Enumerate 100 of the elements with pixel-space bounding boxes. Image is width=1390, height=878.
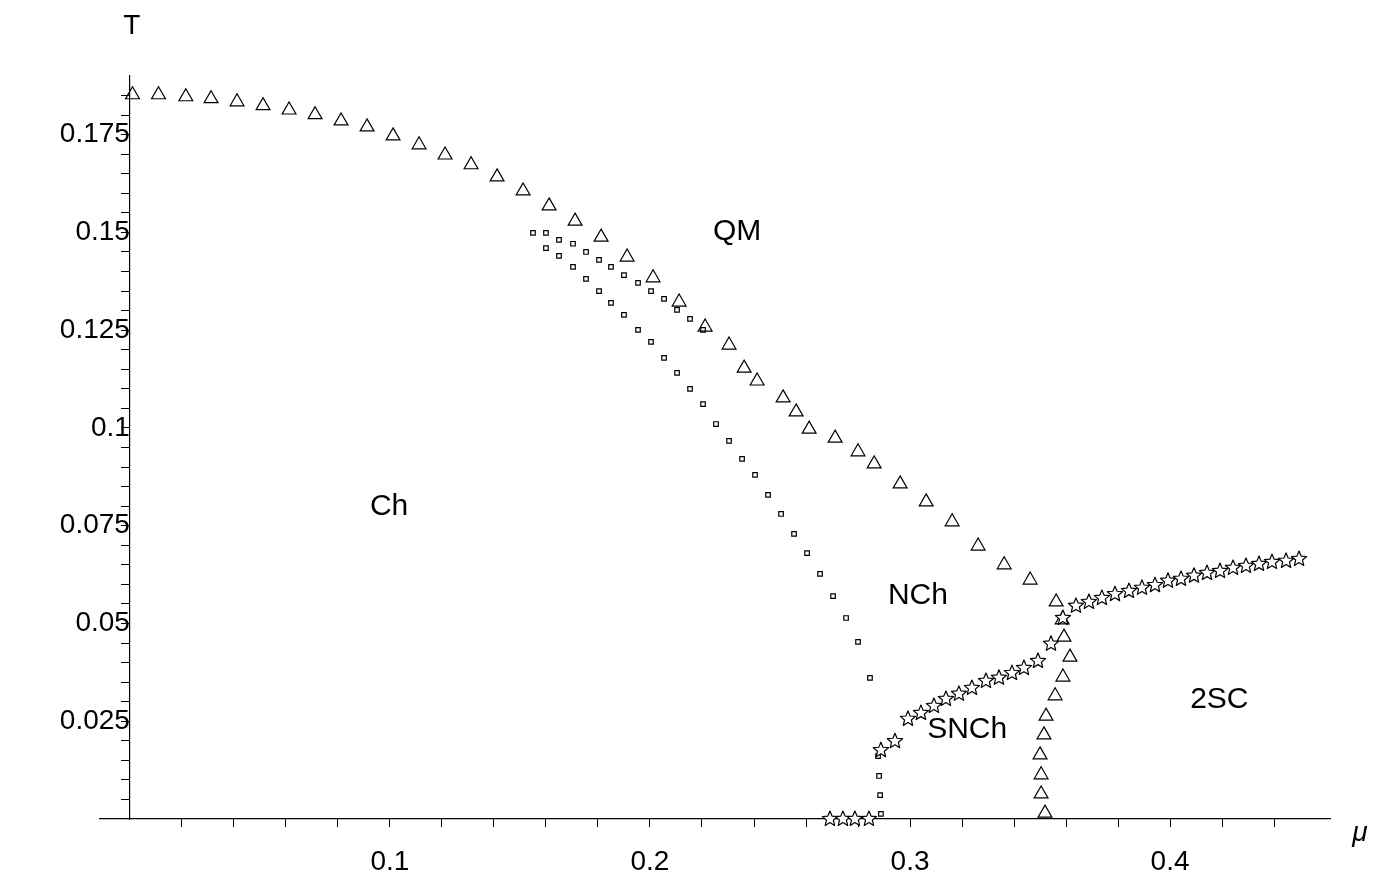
annotation: Ch (369, 488, 409, 522)
point (1062, 648, 1078, 662)
point (1067, 597, 1085, 613)
point (713, 421, 719, 427)
point (543, 229, 549, 236)
point (203, 90, 219, 104)
point (867, 674, 873, 681)
point (1263, 553, 1281, 570)
point (878, 811, 884, 817)
point (661, 296, 667, 302)
point (736, 359, 752, 373)
point (1277, 552, 1295, 568)
point (1022, 571, 1038, 585)
point (791, 531, 797, 537)
point (359, 118, 375, 132)
point (977, 672, 995, 689)
point (944, 513, 960, 527)
point (1003, 664, 1021, 681)
y-tick-label: 0.175 (59, 117, 130, 149)
annotation: SNCh (927, 711, 1008, 745)
point (281, 101, 297, 115)
point (834, 810, 852, 827)
point (801, 420, 817, 434)
y-tick-label: 0.1 (90, 410, 130, 442)
point (775, 389, 791, 403)
point (648, 339, 654, 345)
point (463, 156, 479, 170)
point (556, 253, 562, 259)
point (918, 493, 934, 507)
point (1106, 585, 1124, 602)
point (726, 437, 732, 444)
point (970, 537, 986, 551)
point (515, 182, 531, 196)
point (850, 443, 866, 457)
point (1120, 582, 1138, 599)
point (621, 312, 627, 318)
point (963, 679, 981, 696)
point (1080, 593, 1098, 610)
annotation: QM (712, 213, 762, 247)
point (333, 112, 349, 126)
point (1032, 746, 1048, 760)
point (385, 127, 401, 141)
point (1048, 593, 1064, 607)
point (1159, 572, 1177, 588)
point (687, 315, 693, 322)
point (752, 472, 758, 478)
y-tick-label: 0.075 (59, 508, 130, 540)
point (855, 638, 861, 645)
point (1055, 668, 1071, 682)
point (1172, 570, 1190, 586)
point (860, 810, 878, 827)
point (1037, 804, 1053, 818)
point (1237, 557, 1255, 574)
point (645, 269, 661, 283)
y-tick-label: 0.125 (59, 312, 130, 344)
point (1250, 555, 1268, 572)
point (567, 212, 583, 226)
point (530, 229, 536, 236)
point (739, 455, 745, 462)
point (229, 93, 245, 107)
point (593, 228, 609, 242)
point (875, 753, 881, 759)
point (912, 704, 930, 721)
point (817, 570, 823, 577)
point (674, 306, 680, 313)
point (721, 336, 737, 350)
point (1036, 726, 1052, 740)
point (583, 249, 589, 255)
y-axis-title: T (123, 8, 141, 40)
point (830, 593, 836, 599)
point (950, 685, 968, 701)
point (556, 236, 562, 243)
x-tick-label: 0.4 (1150, 844, 1190, 876)
point (697, 318, 713, 332)
point (1185, 567, 1203, 583)
point (674, 369, 680, 376)
point (178, 88, 194, 102)
point (700, 401, 706, 407)
point (788, 403, 804, 417)
point (619, 248, 635, 262)
point (596, 288, 602, 294)
point (570, 240, 576, 247)
point (1224, 559, 1242, 576)
point (1133, 579, 1151, 595)
point (543, 245, 549, 251)
point (749, 372, 765, 386)
y-tick-label: 0.15 (75, 215, 130, 247)
point (687, 385, 693, 392)
point (1038, 707, 1054, 721)
point (877, 792, 883, 799)
point (899, 710, 917, 726)
point (635, 326, 641, 333)
annotation: 2SC (1190, 681, 1249, 715)
point (866, 455, 882, 469)
point (648, 288, 654, 294)
point (661, 355, 667, 361)
point (876, 773, 882, 779)
point (437, 146, 453, 160)
point (892, 475, 908, 489)
point (1211, 562, 1229, 579)
